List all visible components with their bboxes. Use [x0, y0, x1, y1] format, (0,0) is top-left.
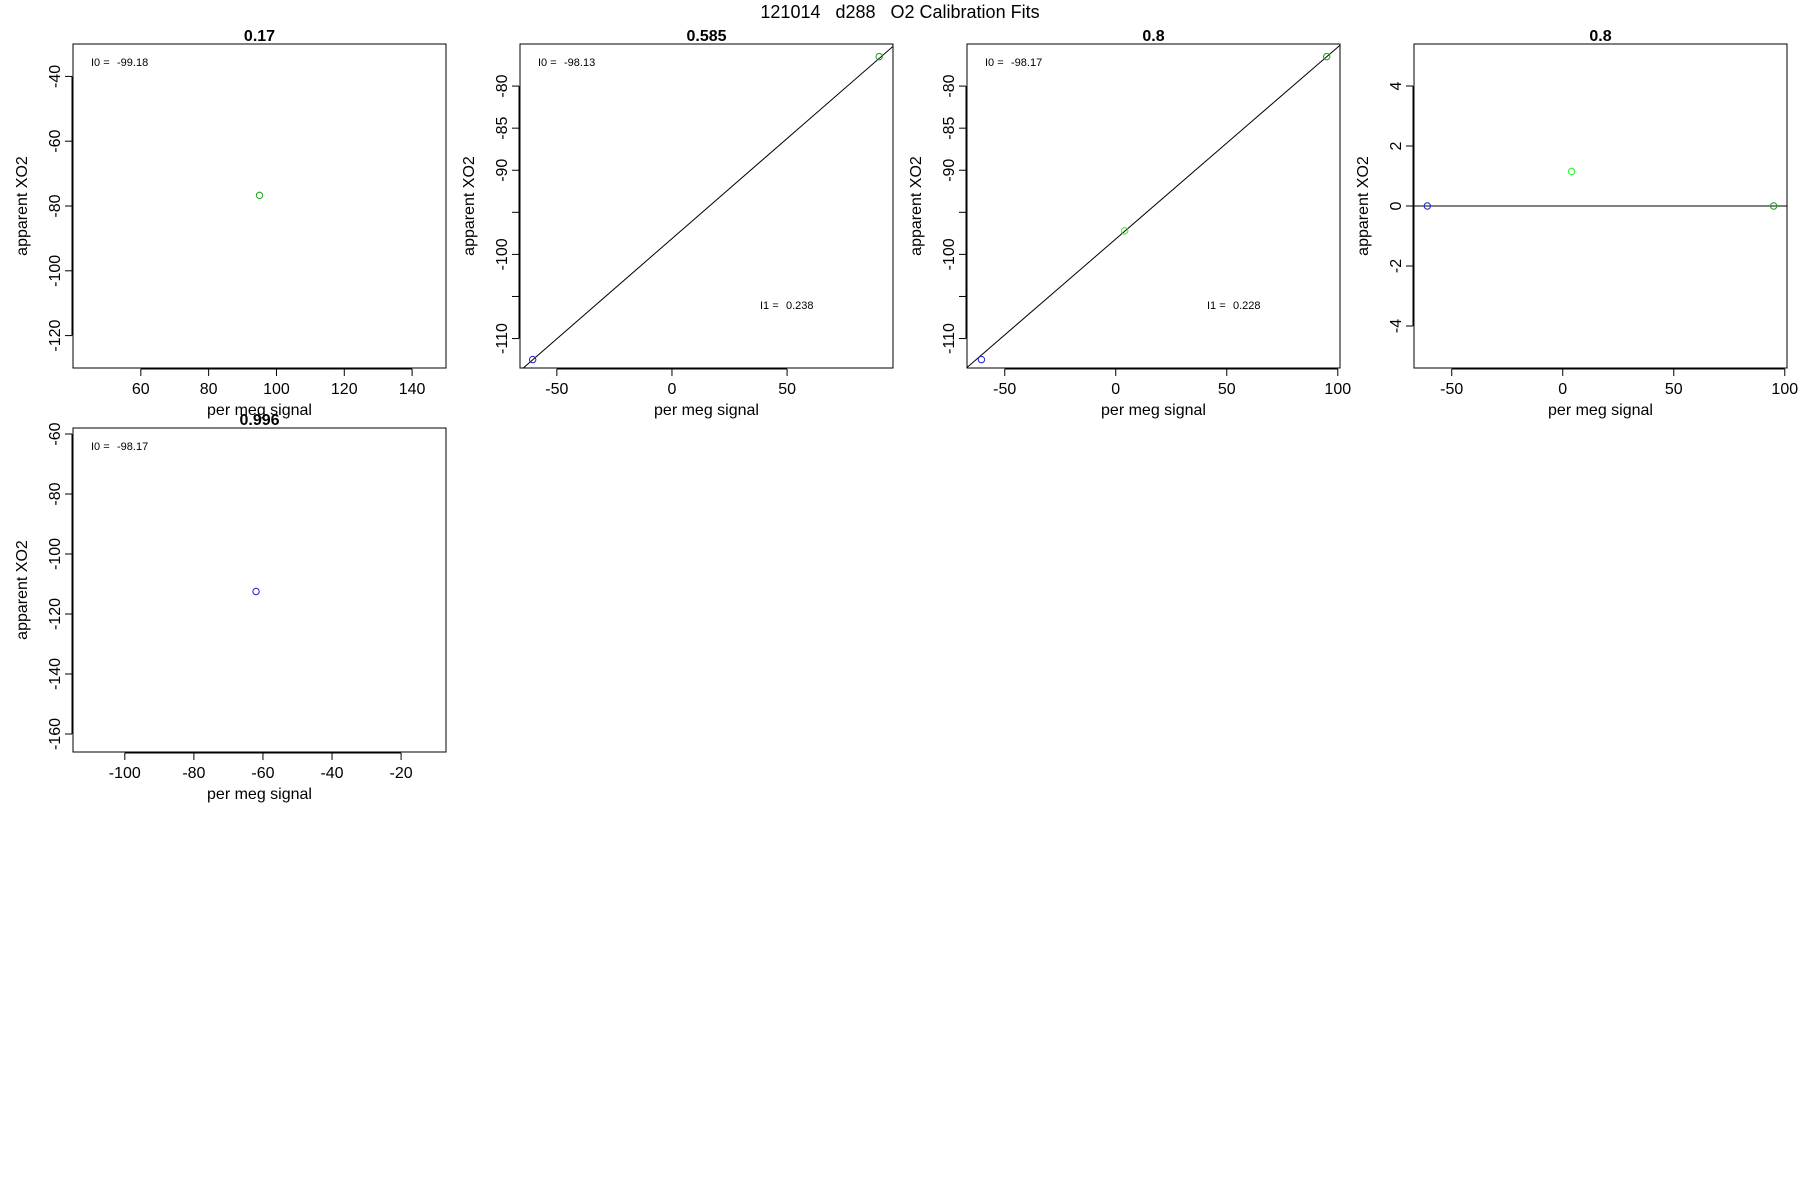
x-tick-label: 0 [668, 381, 677, 398]
panel-3: 0.8 -50 0 50 100 per meg signal -80 -85 -90 -100 -… [908, 28, 1351, 419]
figure-title: 121014 d288 O2 Calibration Fits [760, 2, 1040, 22]
data-point [1567, 167, 1576, 176]
x-tick-label: 80 [200, 381, 218, 398]
y-tick-label: -40 [47, 65, 64, 88]
x-tick-label: -80 [182, 765, 205, 782]
panel-5: 0.996 -100 -80 -60 -40 -20 per meg signal -60 -8… [14, 412, 447, 803]
y-tick-label: -80 [47, 482, 64, 505]
x-tick-label: -20 [390, 765, 413, 782]
annotation-value: -99.18 [117, 57, 148, 69]
y-tick-label: -100 [47, 538, 64, 570]
y-tick-label: -120 [47, 319, 64, 351]
y-tick-label: -100 [941, 238, 958, 270]
y-tick-label: -2 [1388, 259, 1405, 273]
x-tick-label: -50 [1440, 381, 1463, 398]
y-tick-label: 0 [1388, 201, 1405, 210]
x-tick-label: 120 [331, 381, 358, 398]
data-point [528, 355, 537, 364]
data-point [875, 52, 883, 61]
x-axis-label: per meg signal [207, 786, 312, 803]
data-point [1322, 52, 1331, 61]
y-tick-label: -85 [494, 116, 511, 139]
annotation-value: -98.13 [564, 57, 595, 69]
annotation-value: 0.228 [1233, 300, 1261, 312]
y-tick-label: -100 [494, 238, 511, 270]
y-tick-label: 4 [1388, 81, 1405, 90]
annotation-label: I1 = [760, 300, 779, 312]
fit-line [522, 45, 893, 368]
annotation-value: -98.17 [117, 441, 148, 453]
y-tick-label: -100 [47, 255, 64, 287]
annotation-label: I0 = [91, 57, 110, 69]
data-point [255, 191, 264, 200]
fit-line [967, 44, 1340, 368]
x-axis-label: per meg signal [654, 402, 759, 419]
plot-frame [72, 427, 447, 753]
x-tick-label: 50 [1665, 381, 1683, 398]
x-tick-label: 50 [1218, 381, 1236, 398]
annotation-label: I1 = [1207, 300, 1226, 312]
data-point [1120, 227, 1129, 235]
y-axis-label: apparent XO2 [1355, 156, 1372, 256]
y-tick-label: -4 [1388, 319, 1405, 333]
x-tick-label: -60 [251, 765, 274, 782]
y-tick-label: -60 [47, 422, 64, 445]
panel-title: 0.996 [239, 412, 279, 429]
y-tick-label: -80 [47, 194, 64, 217]
panel-title: 0.585 [686, 28, 726, 45]
y-axis-label: apparent XO2 [908, 156, 925, 256]
panel-1: 0.17 60 80 100 120 140 per meg signal -40 -60 -80… [14, 28, 447, 419]
x-tick-label: -50 [993, 381, 1016, 398]
x-tick-label: 60 [132, 381, 150, 398]
y-tick-label: -140 [47, 658, 64, 690]
plot-frame [72, 43, 447, 369]
y-tick-label: -110 [494, 323, 511, 354]
y-tick-label: -110 [941, 323, 958, 354]
x-tick-label: 100 [1771, 381, 1798, 398]
x-tick-label: 0 [1111, 381, 1120, 398]
annotation-value: -98.17 [1011, 57, 1042, 69]
x-axis-label: per meg signal [207, 402, 312, 419]
plot-frame [966, 43, 1341, 369]
y-tick-label: -160 [47, 718, 64, 750]
annotation-label: I0 = [91, 441, 110, 453]
y-tick-label: -120 [47, 598, 64, 630]
y-tick-label: -80 [494, 74, 511, 97]
panel-4: 0.8 -50 0 50 100 per meg signal 4 2 0 -2 -4 apparen… [1355, 28, 1798, 419]
y-tick-label: -85 [941, 116, 958, 139]
plot-frame [519, 43, 894, 369]
y-tick-label: -90 [941, 159, 958, 182]
x-tick-label: 100 [263, 381, 290, 398]
x-tick-label: -50 [545, 381, 568, 398]
panel-title: 0.8 [1589, 28, 1611, 45]
data-point [977, 355, 986, 364]
data-point [1769, 202, 1778, 210]
y-axis-label: apparent XO2 [461, 156, 478, 256]
y-tick-label: -80 [941, 74, 958, 97]
annotation-label: I0 = [538, 57, 557, 69]
x-axis-label: per meg signal [1101, 402, 1206, 419]
y-axis-label: apparent XO2 [14, 156, 31, 256]
panel-title: 0.8 [1142, 28, 1164, 45]
x-tick-label: -100 [109, 765, 141, 782]
x-tick-label: -40 [320, 765, 343, 782]
x-tick-label: 50 [778, 381, 796, 398]
data-point [1423, 202, 1432, 210]
annotation-label: I0 = [985, 57, 1004, 69]
x-tick-label: 100 [1324, 381, 1351, 398]
annotation-value: 0.238 [786, 300, 814, 312]
panel-title: 0.17 [244, 28, 275, 45]
y-tick-label: -90 [494, 159, 511, 182]
x-axis-label: per meg signal [1548, 402, 1653, 419]
y-tick-label: -60 [47, 130, 64, 153]
x-tick-label: 140 [399, 381, 426, 398]
panel-2: 0.585 -50 0 50 per meg signal -80 -85 -90 -100 -1… [461, 28, 894, 419]
y-axis-label: apparent XO2 [14, 540, 31, 640]
x-tick-label: 0 [1558, 381, 1567, 398]
y-tick-label: 2 [1388, 141, 1405, 150]
data-point [252, 587, 260, 596]
